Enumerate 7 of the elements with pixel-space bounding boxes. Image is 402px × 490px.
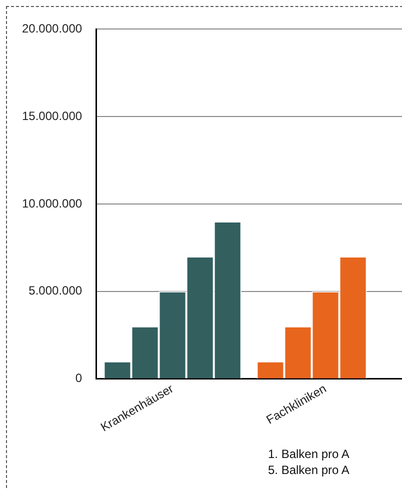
y-tick-label: 10.000.000 [22, 196, 82, 210]
y-tick-label: 5.000.000 [28, 284, 82, 298]
y-tick-label: 0 [75, 371, 82, 386]
y-tick-label: 20.000.000 [22, 22, 82, 36]
text: 1. Balken pro A [268, 446, 350, 462]
y-tick-label: 15.000.000 [22, 108, 82, 123]
text: 5. Balken pro A [268, 462, 350, 478]
